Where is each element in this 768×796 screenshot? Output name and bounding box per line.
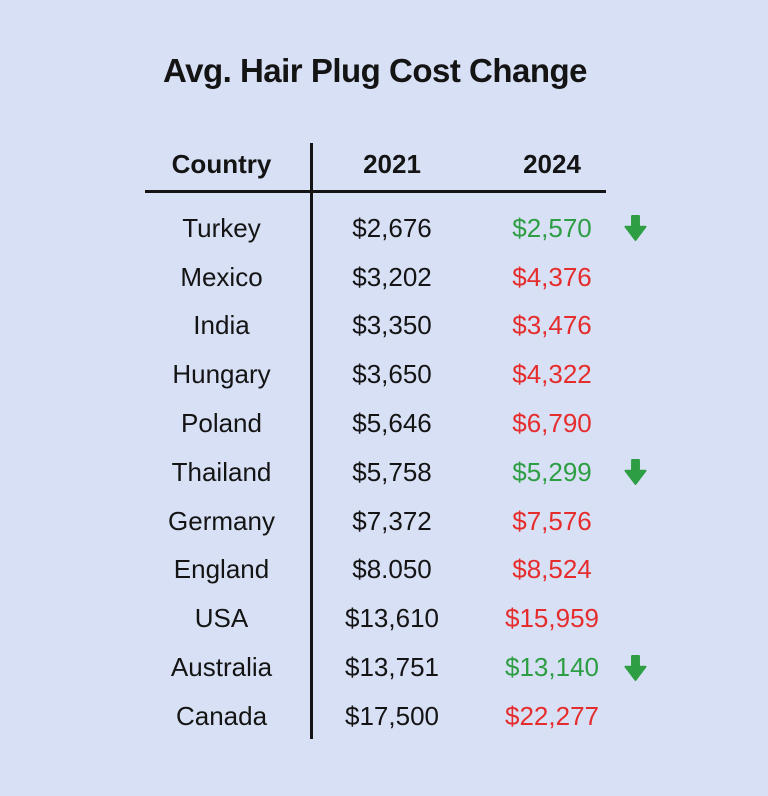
- cost-2024-cell: $2,570: [512, 212, 592, 243]
- cost-2024-cell: $5,299: [512, 456, 592, 487]
- table-row: Germany $7,372 $7,576: [132, 497, 675, 546]
- trend-arrow-cell: [631, 605, 675, 633]
- trend-arrow-cell: [631, 702, 675, 730]
- trend-arrow-cell: [631, 507, 675, 535]
- country-cell: Germany: [168, 505, 275, 536]
- header-country: Country: [171, 148, 272, 179]
- trend-arrow-cell: [624, 458, 675, 486]
- trend-arrow-cell: [624, 214, 675, 242]
- cost-2024-cell: $3,476: [512, 310, 592, 341]
- cost-2024-cell: $4,376: [512, 261, 592, 292]
- down-arrow-icon: [624, 215, 647, 242]
- header-rule: [145, 190, 606, 193]
- cost-2021-cell: $17,500: [345, 700, 439, 731]
- cost-2021-cell: $3,202: [352, 261, 432, 292]
- table-body: Turkey $2,676 $2,570 Mexico $3,202 $4,37…: [132, 204, 675, 741]
- trend-arrow-cell: [631, 410, 675, 438]
- down-arrow-icon: [624, 654, 647, 681]
- table-row: Australia $13,751 $13,140: [132, 643, 675, 692]
- down-arrow-icon: [624, 459, 647, 486]
- table-row: England $8.050 $8,524: [132, 546, 675, 595]
- country-cell: Thailand: [171, 456, 272, 487]
- country-cell: Hungary: [172, 359, 271, 390]
- cost-2021-cell: $3,650: [352, 359, 432, 390]
- country-cell: USA: [194, 603, 249, 634]
- cost-2024-cell: $15,959: [505, 603, 599, 634]
- table-header-row: Country 2021 2024: [132, 139, 675, 189]
- country-cell: Canada: [175, 700, 268, 731]
- trend-arrow-cell: [624, 654, 675, 682]
- cost-2021-cell: $3,350: [352, 310, 432, 341]
- table-row: Mexico $3,202 $4,376: [132, 253, 675, 302]
- cost-2021-cell: $8.050: [352, 554, 432, 585]
- header-2024: 2024: [523, 148, 581, 179]
- trend-arrow-cell: [631, 361, 675, 389]
- table-row: India $3,350 $3,476: [132, 302, 675, 351]
- cost-2024-cell: $6,790: [512, 408, 592, 439]
- trend-arrow-cell: [631, 312, 675, 340]
- cost-2024-cell: $4,322: [512, 359, 592, 390]
- table-row: USA $13,610 $15,959: [132, 594, 675, 643]
- header-2021: 2021: [363, 148, 421, 179]
- cost-2021-cell: $5,758: [352, 456, 432, 487]
- table-row: Poland $5,646 $6,790: [132, 399, 675, 448]
- table-row: Thailand $5,758 $5,299: [132, 448, 675, 497]
- table-row: Turkey $2,676 $2,570: [132, 204, 675, 253]
- page-title: Avg. Hair Plug Cost Change: [163, 52, 588, 89]
- trend-arrow-cell: [631, 556, 675, 584]
- cost-2021-cell: $13,610: [345, 603, 439, 634]
- country-cell: Turkey: [182, 212, 261, 243]
- cost-2021-cell: $2,676: [352, 212, 432, 243]
- cost-2024-cell: $22,277: [505, 700, 599, 731]
- trend-arrow-cell: [631, 263, 675, 291]
- cost-2024-cell: $7,576: [512, 505, 592, 536]
- country-cell: Australia: [170, 652, 273, 683]
- cost-2021-cell: $7,372: [352, 505, 432, 536]
- cost-2021-cell: $13,751: [345, 652, 439, 683]
- country-cell: England: [173, 554, 270, 585]
- country-cell: Mexico: [180, 261, 263, 292]
- country-cell: Poland: [181, 408, 262, 439]
- column-divider: [310, 143, 313, 739]
- cost-2024-cell: $13,140: [505, 652, 599, 683]
- cost-2021-cell: $5,646: [352, 408, 432, 439]
- table-row: Hungary $3,650 $4,322: [132, 350, 675, 399]
- country-cell: India: [193, 310, 250, 341]
- table-row: Canada $17,500 $22,277: [132, 692, 675, 741]
- cost-2024-cell: $8,524: [512, 554, 592, 585]
